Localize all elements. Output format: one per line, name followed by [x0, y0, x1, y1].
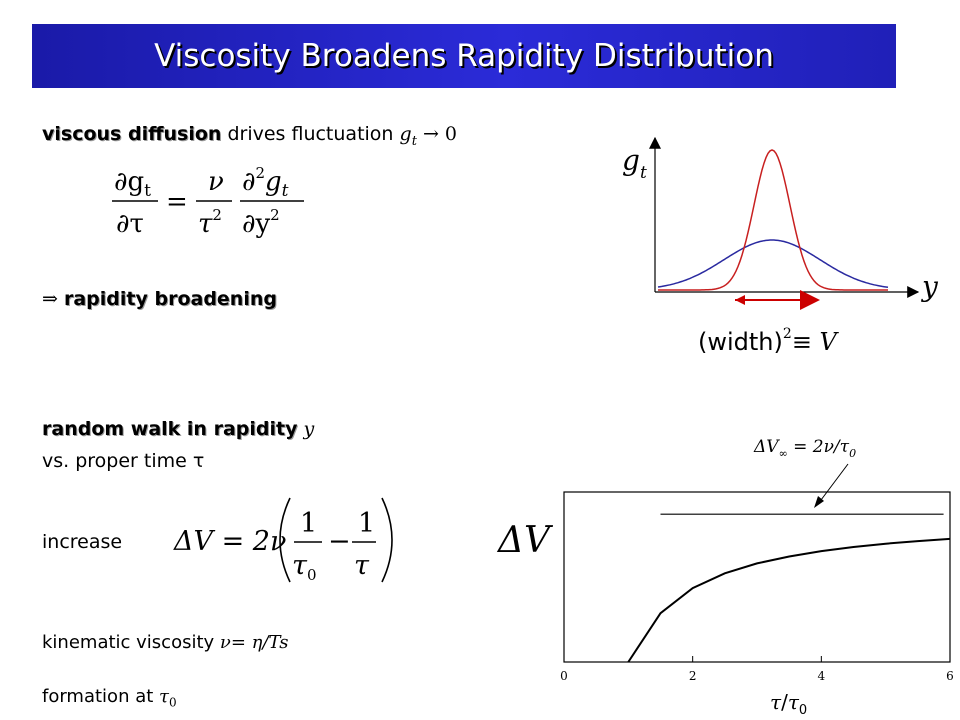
- asymptote-annotation: ΔV∞ = 2ν/τ0: [753, 437, 856, 508]
- asymptote-pointer: [817, 463, 849, 505]
- dv-chart-ticks: 0 2 4 6: [560, 656, 954, 683]
- dv-chart-ylabel: ΔV: [498, 520, 550, 561]
- random-walk-y: y: [303, 418, 315, 440]
- kinematic-line: kinematic viscosity ν= η/Ts: [42, 632, 288, 653]
- eq1-nu: ν: [208, 167, 224, 197]
- drives-fluctuation-text: drives fluctuation: [227, 123, 394, 145]
- viscous-diffusion-line: viscous diffusion drives fluctuation gt …: [42, 123, 457, 149]
- diffusion-equation: ∂gt ∂τ = ν τ2 ∂2gt ∂y2: [112, 164, 304, 239]
- eq1-rhs-num: ∂2gt: [242, 164, 289, 201]
- width-label: (width)2≡ V: [698, 326, 840, 356]
- dv-series-line: [627, 537, 951, 663]
- title-banner: Viscosity Broadens Rapidity Distribution: [32, 24, 896, 88]
- dv-chart-xlabel: τ/τ0: [770, 690, 807, 718]
- dv-xtick-label: 2: [689, 669, 697, 683]
- inc-right-paren: [381, 497, 393, 583]
- broadening-line: ⇒ rapidity broadening: [42, 288, 277, 310]
- eq1-coef-den: τ2: [198, 206, 222, 239]
- g-subscript: t: [411, 133, 417, 149]
- proper-time-line: vs. proper time τ: [42, 450, 205, 472]
- formation-line: formation at τ0: [42, 686, 177, 710]
- viscous-diffusion-bold: viscous diffusion: [42, 123, 222, 145]
- kinematic-label: kinematic viscosity: [42, 632, 215, 653]
- narrow-distribution-curve: [658, 149, 888, 291]
- eq1-rhs-den: ∂y2: [242, 206, 280, 239]
- eq1-equals: =: [166, 187, 188, 217]
- implies-arrow: ⇒: [42, 288, 58, 310]
- inc-den1: τ0: [292, 550, 316, 584]
- broad-distribution-curve: [657, 239, 889, 289]
- to-zero: → 0: [422, 123, 458, 145]
- inc-left-paren: [279, 497, 291, 583]
- slide-title: Viscosity Broadens Rapidity Distribution: [154, 38, 774, 74]
- random-walk-line: random walk in rapidity y: [42, 418, 314, 440]
- increase-equation: ΔV = 2ν 1 τ0 − 1 τ: [173, 497, 393, 584]
- eq1-lhs-den: ∂τ: [116, 209, 144, 239]
- g-symbol: g: [399, 123, 412, 145]
- rapidity-broadening-text: rapidity broadening: [63, 288, 277, 310]
- dv-xtick-label: 0: [560, 669, 568, 683]
- dv-xtick-label: 4: [818, 669, 826, 683]
- increase-label: increase: [42, 531, 123, 553]
- gauss-ylabel: gt: [622, 144, 647, 183]
- inc-lhs: ΔV = 2ν: [173, 526, 286, 557]
- inc-num1: 1: [300, 508, 317, 539]
- inc-num2: 1: [358, 508, 375, 539]
- asymptote-label: ΔV∞ = 2ν/τ0: [753, 437, 856, 460]
- asymptote-pointer-head: [814, 496, 824, 508]
- delta-v-chart: 0 2 4 6 τ/τ0: [560, 491, 954, 718]
- dv-xtick-label: 6: [946, 669, 954, 683]
- eq1-lhs-num: ∂gt: [114, 167, 151, 201]
- random-walk-bold: random walk in rapidity: [42, 418, 298, 440]
- inc-den2: τ: [354, 550, 370, 581]
- kinematic-formula: ν= η/Ts: [219, 632, 289, 653]
- width-arrow-left-head: [735, 295, 745, 305]
- inc-minus: −: [328, 526, 351, 557]
- dv-chart-frame: [563, 491, 951, 663]
- formation-label: formation at: [42, 686, 154, 707]
- formation-sub: 0: [169, 695, 177, 710]
- gauss-xlabel: y: [920, 270, 939, 303]
- gaussian-plot: gt y (width)2≡ V: [622, 136, 939, 356]
- formation-tau: τ: [159, 686, 169, 707]
